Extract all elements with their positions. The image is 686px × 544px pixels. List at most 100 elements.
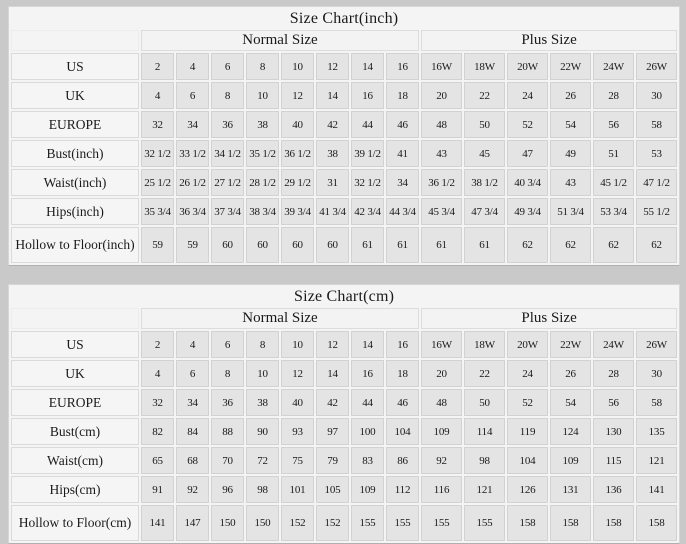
size-value-cell: 8 <box>211 82 244 109</box>
size-value-cell: 62 <box>550 227 591 263</box>
size-value-cell: 90 <box>246 418 279 445</box>
row-label: Hips(cm) <box>11 476 139 503</box>
row-label: Hollow to Floor(inch) <box>11 227 139 263</box>
size-value-cell: 4 <box>141 82 174 109</box>
size-value-cell: 51 3/4 <box>550 198 591 225</box>
size-value-cell: 131 <box>550 476 591 503</box>
size-value-cell: 60 <box>246 227 279 263</box>
size-value-cell: 119 <box>507 418 548 445</box>
size-value-cell: 16 <box>386 331 419 358</box>
size-value-cell: 130 <box>593 418 634 445</box>
size-value-cell: 41 3/4 <box>316 198 349 225</box>
size-value-cell: 16W <box>421 331 462 358</box>
size-value-cell: 35 3/4 <box>141 198 174 225</box>
size-value-cell: 12 <box>316 331 349 358</box>
group-header-plus: Plus Size <box>421 30 678 51</box>
size-value-cell: 98 <box>464 447 505 474</box>
table-row: Hollow to Floor(inch) 59 59 60 60 60 60 61 61 61 6… <box>11 227 678 263</box>
size-value-cell: 22 <box>464 360 505 387</box>
size-value-cell: 47 3/4 <box>464 198 505 225</box>
size-value-cell: 8 <box>211 360 244 387</box>
size-value-cell: 62 <box>593 227 634 263</box>
size-value-cell: 50 <box>464 389 505 416</box>
size-value-cell: 34 1/2 <box>211 140 244 167</box>
size-value-cell: 38 <box>246 111 279 138</box>
size-value-cell: 152 <box>281 505 314 541</box>
size-value-cell: 34 <box>176 389 209 416</box>
size-value-cell: 38 <box>316 140 349 167</box>
size-value-cell: 150 <box>246 505 279 541</box>
size-value-cell: 46 <box>386 111 419 138</box>
size-value-cell: 42 <box>316 389 349 416</box>
size-value-cell: 92 <box>176 476 209 503</box>
table-row: UK 4 6 8 10 12 14 16 18 20 22 24 26 28 30 <box>11 82 678 109</box>
size-value-cell: 49 <box>550 140 591 167</box>
row-label: US <box>11 331 139 358</box>
size-value-cell: 109 <box>421 418 462 445</box>
size-value-cell: 53 <box>636 140 678 167</box>
size-value-cell: 62 <box>507 227 548 263</box>
size-value-cell: 61 <box>386 227 419 263</box>
size-value-cell: 18 <box>386 82 419 109</box>
size-value-cell: 105 <box>316 476 349 503</box>
row-label: Waist(cm) <box>11 447 139 474</box>
size-value-cell: 44 3/4 <box>386 198 419 225</box>
size-value-cell: 59 <box>141 227 174 263</box>
size-value-cell: 39 1/2 <box>351 140 384 167</box>
size-value-cell: 62 <box>636 227 678 263</box>
size-value-cell: 121 <box>636 447 678 474</box>
table-row: Bust(cm) 82 84 88 90 93 97 100 104 109 114 119 124 13… <box>11 418 678 445</box>
size-value-cell: 104 <box>386 418 419 445</box>
row-label: EUROPE <box>11 111 139 138</box>
size-value-cell: 26W <box>636 53 678 80</box>
size-value-cell: 22W <box>550 53 591 80</box>
size-value-cell: 158 <box>550 505 591 541</box>
size-value-cell: 55 1/2 <box>636 198 678 225</box>
size-value-cell: 8 <box>246 53 279 80</box>
size-value-cell: 158 <box>636 505 678 541</box>
size-value-cell: 4 <box>176 331 209 358</box>
size-value-cell: 60 <box>316 227 349 263</box>
size-value-cell: 39 3/4 <box>281 198 314 225</box>
size-value-cell: 114 <box>464 418 505 445</box>
size-value-cell: 6 <box>211 53 244 80</box>
size-value-cell: 30 <box>636 360 678 387</box>
size-value-cell: 20 <box>421 82 462 109</box>
size-value-cell: 43 <box>421 140 462 167</box>
size-value-cell: 18W <box>464 53 505 80</box>
size-value-cell: 83 <box>351 447 384 474</box>
size-value-cell: 40 <box>281 111 314 138</box>
size-value-cell: 124 <box>550 418 591 445</box>
size-value-cell: 155 <box>386 505 419 541</box>
size-value-cell: 104 <box>507 447 548 474</box>
size-value-cell: 52 <box>507 389 548 416</box>
table-row: Waist(cm) 65 68 70 72 75 79 83 86 92 98 104 109 115 12… <box>11 447 678 474</box>
size-value-cell: 158 <box>593 505 634 541</box>
size-value-cell: 38 3/4 <box>246 198 279 225</box>
table-title-row: Size Chart(cm) <box>11 287 677 306</box>
size-value-cell: 100 <box>351 418 384 445</box>
size-value-cell: 61 <box>351 227 384 263</box>
size-value-cell: 72 <box>246 447 279 474</box>
size-value-cell: 41 <box>386 140 419 167</box>
size-value-cell: 26 <box>550 82 591 109</box>
size-value-cell: 115 <box>593 447 634 474</box>
size-value-cell: 141 <box>141 505 174 541</box>
size-value-cell: 58 <box>636 389 678 416</box>
size-value-cell: 18 <box>386 360 419 387</box>
size-value-cell: 45 <box>464 140 505 167</box>
group-header-row: Normal Size Plus Size <box>11 30 678 51</box>
size-value-cell: 135 <box>636 418 678 445</box>
row-label: UK <box>11 82 139 109</box>
group-header-normal: Normal Size <box>141 30 419 51</box>
size-value-cell: 141 <box>636 476 678 503</box>
size-value-cell: 65 <box>141 447 174 474</box>
size-value-cell: 48 <box>421 111 462 138</box>
size-value-cell: 32 1/2 <box>141 140 174 167</box>
size-value-cell: 54 <box>550 111 591 138</box>
table-title-row: Size Chart(inch) <box>11 9 677 28</box>
size-chart-inch: Size Chart(inch) Normal Size Plus Size US 2 4… <box>8 6 681 266</box>
size-value-cell: 26 <box>550 360 591 387</box>
size-value-cell: 51 <box>593 140 634 167</box>
size-value-cell: 101 <box>281 476 314 503</box>
